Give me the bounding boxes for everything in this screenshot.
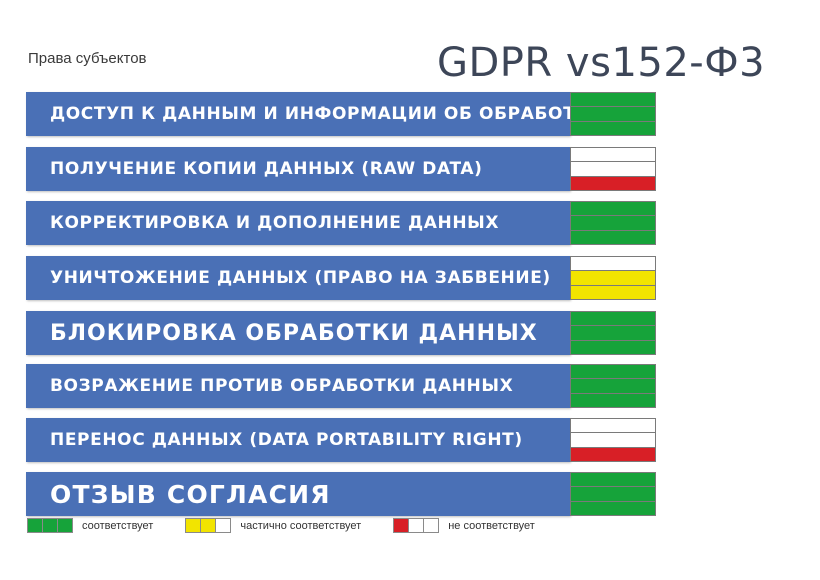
row-label: КОРРЕКТИРОВКА И ДОПОЛНЕНИЕ ДАННЫХ — [26, 201, 570, 245]
status-indicator — [570, 201, 656, 245]
status-band — [571, 285, 655, 299]
row-label: ДОСТУП К ДАННЫМ И ИНФОРМАЦИИ ОБ ОБРАБОТК… — [26, 92, 601, 136]
legend-swatch — [423, 518, 440, 533]
status-band — [571, 93, 655, 108]
status-indicator — [570, 311, 656, 355]
row-label: УНИЧТОЖЕНИЕ ДАННЫХ (ПРАВО НА ЗАБВЕНИЕ) — [26, 256, 570, 300]
status-band — [571, 230, 655, 244]
legend-item-compliant: соответствует — [27, 518, 153, 533]
status-indicator — [570, 472, 656, 516]
legend: соответствует частично соответствует не … — [27, 518, 567, 533]
status-band — [571, 379, 655, 394]
status-indicator — [570, 256, 656, 300]
status-band — [571, 340, 655, 354]
status-band — [571, 107, 655, 122]
status-band — [571, 202, 655, 217]
status-band — [571, 271, 655, 286]
status-indicator — [570, 364, 656, 408]
legend-swatch — [393, 518, 410, 533]
status-band — [571, 487, 655, 502]
status-band — [571, 216, 655, 231]
row-label: ОТЗЫВ СОГЛАСИЯ — [26, 472, 570, 516]
status-band — [571, 121, 655, 135]
legend-swatches — [27, 518, 73, 533]
row-label: ВОЗРАЖЕНИЕ ПРОТИВ ОБРАБОТКИ ДАННЫХ — [26, 364, 570, 408]
status-indicator — [570, 147, 656, 191]
legend-swatch — [200, 518, 217, 533]
status-band — [571, 257, 655, 272]
legend-swatch — [57, 518, 73, 533]
legend-item-noncompliant: не соответствует — [393, 518, 535, 533]
status-band — [571, 419, 655, 434]
status-band — [571, 365, 655, 380]
page-title: GDPR vs152-Ф3 — [437, 40, 766, 86]
legend-swatches — [393, 518, 440, 533]
legend-swatch — [215, 518, 232, 533]
status-indicator — [570, 418, 656, 462]
legend-swatch — [27, 518, 43, 533]
status-band — [571, 312, 655, 327]
legend-swatch — [185, 518, 202, 533]
legend-label: соответствует — [82, 519, 154, 532]
status-band — [571, 473, 655, 488]
status-band — [571, 162, 655, 177]
status-indicator — [570, 92, 656, 136]
legend-swatch — [42, 518, 58, 533]
legend-item-partial: частично соответствует — [185, 518, 361, 533]
status-band — [571, 447, 655, 461]
status-band — [571, 501, 655, 515]
legend-swatch — [408, 518, 425, 533]
status-band — [571, 148, 655, 163]
row-label: ПЕРЕНОС ДАННЫХ (DATA PORTABILITY RIGHT) — [26, 418, 570, 462]
row-label: БЛОКИРОВКА ОБРАБОТКИ ДАННЫХ — [26, 311, 570, 355]
page-subtitle: Права субъектов — [28, 50, 147, 67]
legend-label: не соответствует — [448, 519, 535, 532]
row-label: ПОЛУЧЕНИЕ КОПИИ ДАННЫХ (RAW DATA) — [26, 147, 570, 191]
status-band — [571, 433, 655, 448]
status-band — [571, 393, 655, 407]
status-band — [571, 176, 655, 190]
legend-swatches — [185, 518, 232, 533]
status-band — [571, 326, 655, 341]
legend-label: частично соответствует — [240, 519, 362, 532]
